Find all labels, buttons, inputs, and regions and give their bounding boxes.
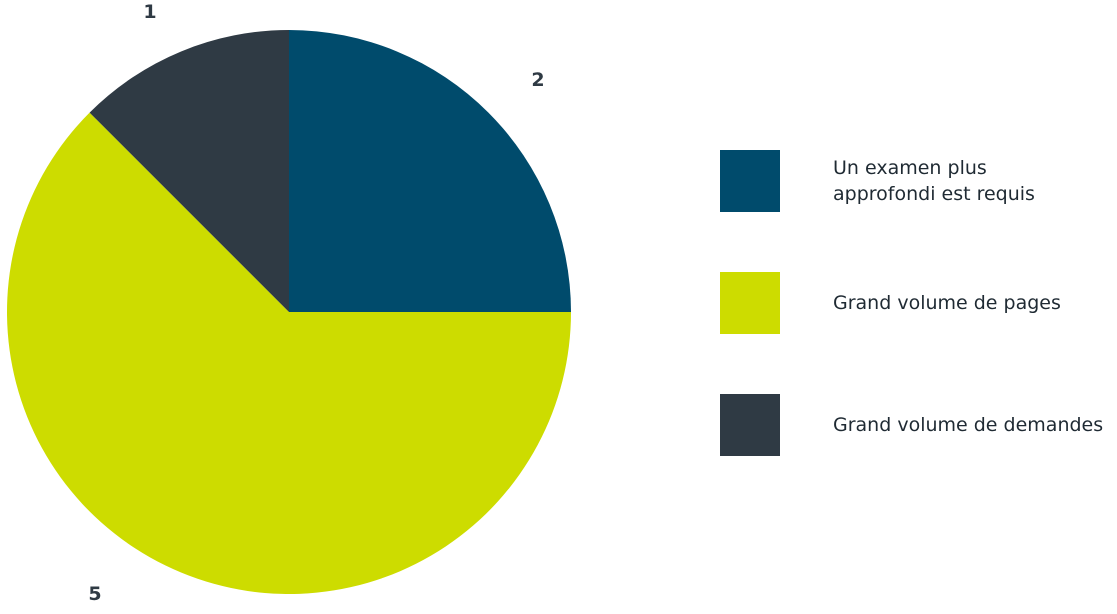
legend-item-demandes: Grand volume de demandes <box>720 394 1115 456</box>
data-label-demandes: 1 <box>143 1 156 23</box>
legend-label-demandes: Grand volume de demandes <box>833 414 1104 436</box>
pie-slice-examen <box>289 30 571 312</box>
legend-swatch-demandes <box>720 394 780 456</box>
legend-swatch-examen <box>720 150 780 212</box>
pie-slice-pages <box>7 112 572 595</box>
legend-item-examen: Un examen plus approfondi est requis <box>720 150 1115 212</box>
data-label-examen: 2 <box>531 69 544 91</box>
legend-swatch-pages <box>720 272 780 334</box>
data-label-pages: 5 <box>88 583 101 605</box>
legend-item-pages: Grand volume de pages <box>720 272 1115 334</box>
legend-label-pages: Grand volume de pages <box>833 292 1061 314</box>
pie-slice-demandes <box>89 30 289 312</box>
legend: Un examen plus approfondi est requis Gra… <box>720 150 1115 456</box>
legend-label-examen: Un examen plus approfondi est requis <box>833 157 1035 205</box>
